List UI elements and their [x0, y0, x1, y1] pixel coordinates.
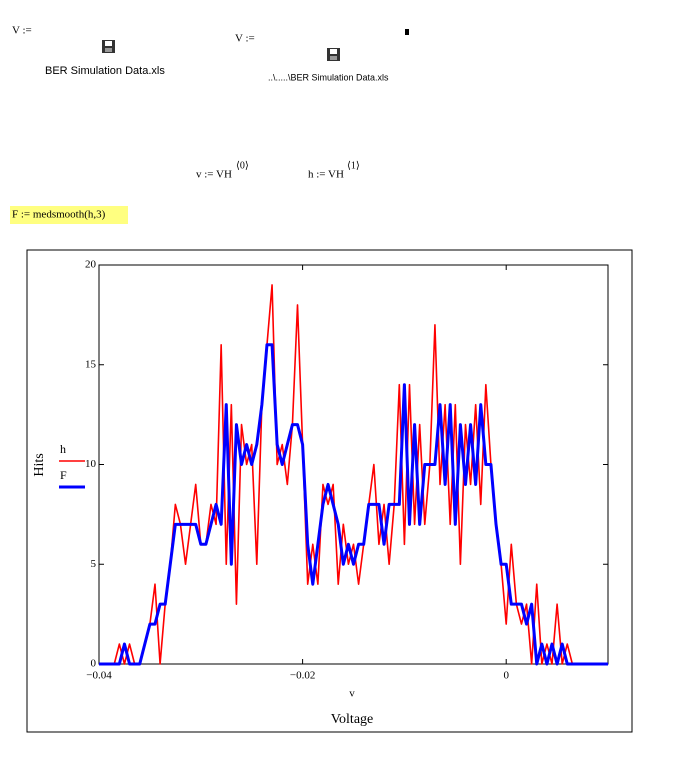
series-line	[99, 343, 608, 666]
expression: v := VH	[196, 169, 232, 181]
highlight	[10, 206, 128, 224]
expression: F := medsmooth(h,3)	[12, 209, 106, 221]
file-icon[interactable]	[102, 40, 115, 53]
x-tick-label: −0.04	[86, 670, 112, 682]
x-tick-label: 0	[503, 670, 509, 682]
superscript: ⟨0⟩	[236, 160, 249, 171]
y-tick-label: 5	[91, 558, 97, 570]
expression: h := VH	[308, 169, 344, 181]
y-tick-label: 15	[85, 358, 97, 370]
file-icon[interactable]	[327, 48, 340, 61]
plot-frame	[26, 249, 633, 733]
x-title: Voltage	[331, 712, 374, 727]
legend-label: h	[60, 442, 66, 456]
x-label: v	[349, 688, 355, 700]
y-tick-label: 20	[85, 259, 97, 271]
x-tick-label: −0.02	[290, 670, 315, 682]
series-line	[99, 284, 608, 665]
assign-lhs: V :=	[235, 33, 255, 45]
y-tick-label: 10	[85, 458, 97, 470]
file-name: BER Simulation Data.xls	[45, 65, 165, 77]
file-path: ..\.....\BER Simulation Data.xls	[268, 72, 389, 82]
y-tick-label: 0	[91, 658, 97, 670]
y-label: Hits	[32, 453, 47, 476]
legend-label: F	[60, 468, 67, 482]
cursor	[405, 29, 409, 35]
assign-lhs: V :=	[12, 25, 32, 37]
superscript: ⟨1⟩	[347, 160, 360, 171]
